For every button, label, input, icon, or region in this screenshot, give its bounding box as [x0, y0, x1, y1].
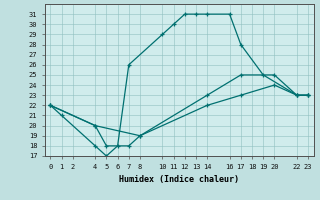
X-axis label: Humidex (Indice chaleur): Humidex (Indice chaleur) [119, 175, 239, 184]
